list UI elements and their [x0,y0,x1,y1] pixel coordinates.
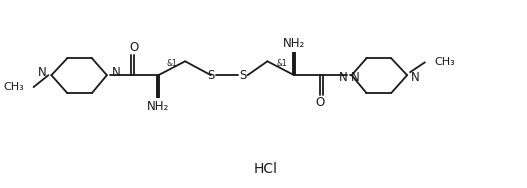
Text: NH₂: NH₂ [283,37,305,50]
Text: O: O [315,96,325,109]
Text: O: O [129,41,138,54]
Text: N: N [112,66,121,79]
Text: NH₂: NH₂ [147,100,170,113]
Text: CH₃: CH₃ [3,82,24,92]
Text: N: N [339,71,348,84]
Text: &1: &1 [276,59,287,68]
Text: N: N [411,71,420,84]
Text: &1: &1 [167,59,177,68]
Text: HCl: HCl [253,162,277,176]
Text: N: N [37,66,46,79]
Text: CH₃: CH₃ [435,57,456,67]
Text: S: S [239,69,246,82]
Text: N: N [350,71,359,84]
Text: S: S [207,69,214,82]
